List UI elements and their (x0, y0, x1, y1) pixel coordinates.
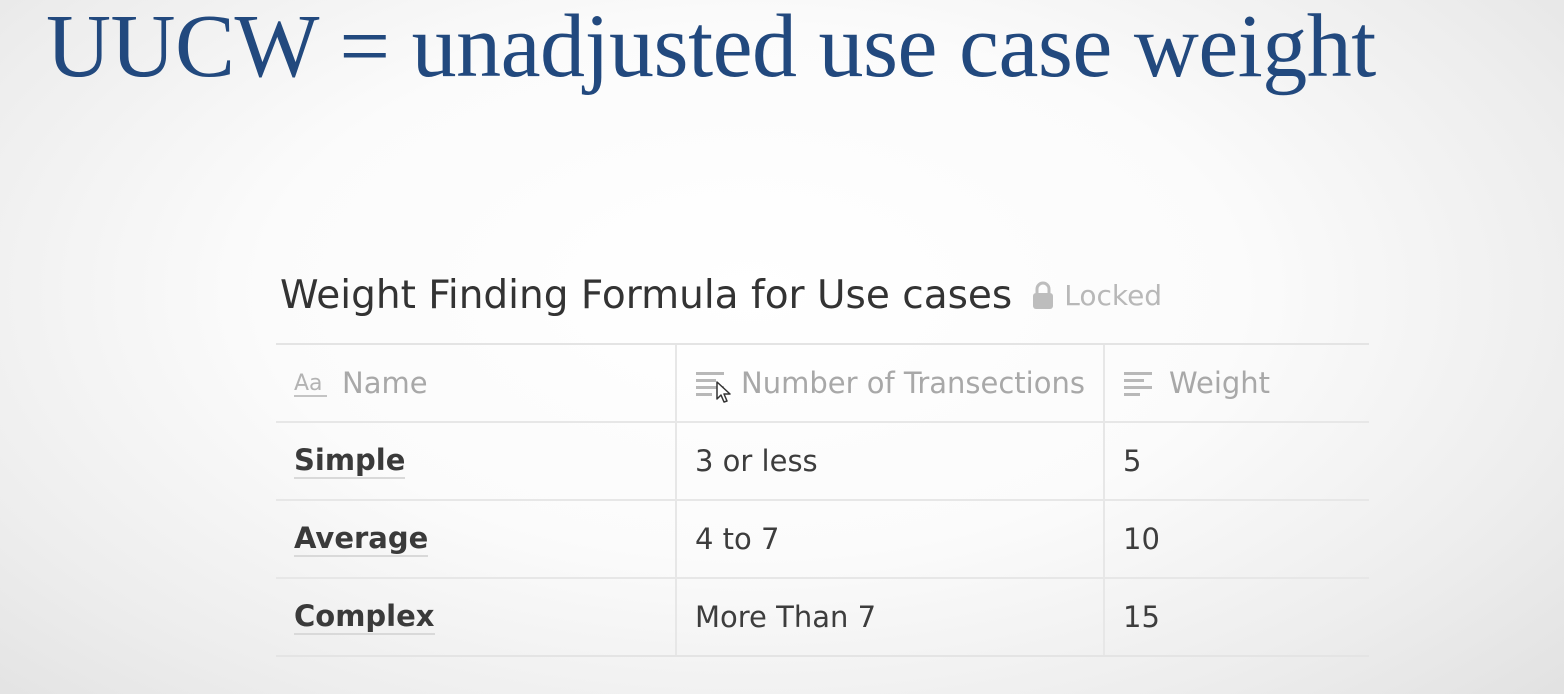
column-label: Number of Transections (741, 366, 1085, 400)
text-lines-icon (1123, 369, 1155, 397)
database-table: Aa Name Number of Transections (276, 343, 1369, 657)
column-label: Name (342, 366, 428, 400)
column-header-name[interactable]: Aa Name (276, 345, 677, 421)
table-row[interactable]: Complex More Than 7 15 (276, 579, 1369, 655)
column-header-weight[interactable]: Weight (1105, 345, 1369, 421)
weight-cell[interactable]: 5 (1123, 444, 1142, 478)
transactions-cell[interactable]: 3 or less (677, 423, 1105, 499)
name-cell[interactable]: Average (276, 501, 677, 577)
database-title[interactable]: Weight Finding Formula for Use cases (280, 272, 1013, 318)
text-type-icon: Aa (294, 368, 328, 398)
table-header-row: Aa Name Number of Transections (276, 345, 1369, 423)
column-label: Weight (1169, 366, 1271, 400)
weight-cell[interactable]: 15 (1123, 600, 1160, 634)
lock-label: Locked (1064, 278, 1163, 312)
column-header-transactions[interactable]: Number of Transections (677, 345, 1105, 421)
database-header: Weight Finding Formula for Use cases Loc… (280, 270, 1162, 320)
weight-cell[interactable]: 10 (1123, 522, 1160, 556)
table-row[interactable]: Simple 3 or less 5 (276, 423, 1369, 501)
name-cell[interactable]: Simple (276, 423, 677, 499)
transactions-cell[interactable]: 4 to 7 (677, 501, 1105, 577)
transactions-cell[interactable]: More Than 7 (677, 579, 1105, 655)
slide-title: UUCW = unadjusted use case weight (46, 0, 1376, 96)
name-cell[interactable]: Complex (276, 579, 677, 655)
mouse-cursor-icon (716, 381, 731, 403)
text-lines-icon (695, 369, 727, 397)
lock-badge[interactable]: Locked (1032, 279, 1162, 312)
table-row[interactable]: Average 4 to 7 10 (276, 501, 1369, 579)
lock-icon (1033, 281, 1054, 309)
svg-text:Aa: Aa (294, 371, 323, 396)
